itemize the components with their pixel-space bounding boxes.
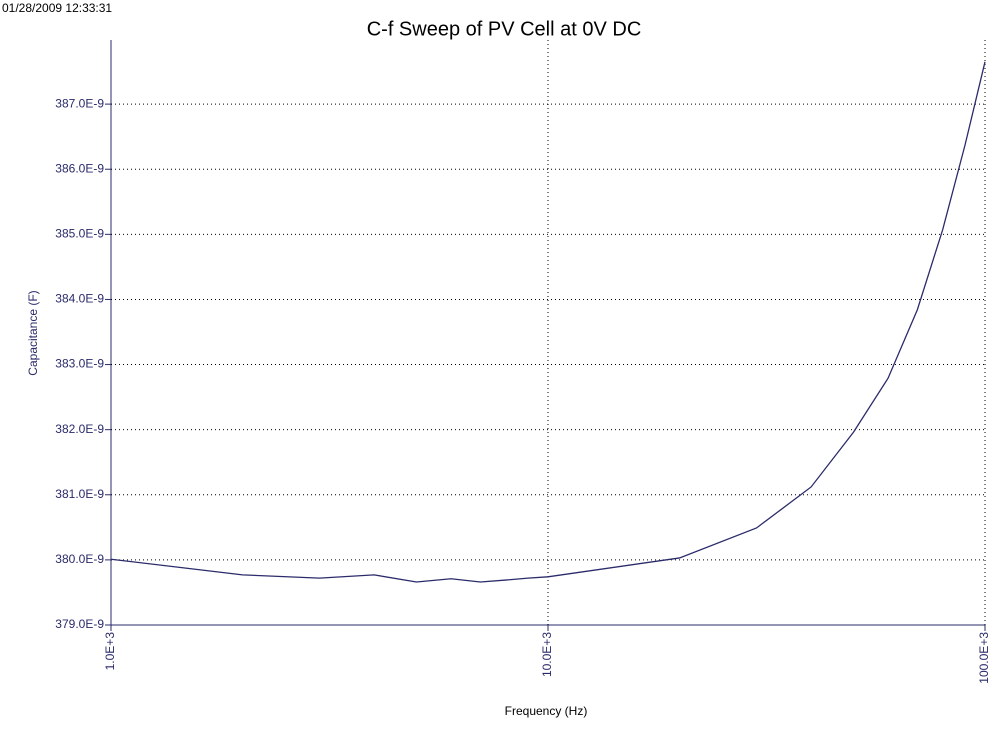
- y-tick-label: 384.0E-9: [55, 292, 104, 306]
- y-tick-label: 381.0E-9: [55, 487, 104, 501]
- y-tick-label: 380.0E-9: [55, 552, 104, 566]
- y-tick-label: 383.0E-9: [55, 357, 104, 371]
- y-tick-label: 386.0E-9: [55, 161, 104, 175]
- y-tick-label: 379.0E-9: [55, 617, 104, 631]
- x-tick-label: 10.0E+3: [540, 632, 554, 677]
- x-axis-label: Frequency (Hz): [505, 704, 588, 718]
- data-line: [110, 61, 986, 583]
- timestamp: 01/28/2009 12:33:31: [2, 1, 112, 15]
- y-tick-label: 385.0E-9: [55, 227, 104, 241]
- y-axis-label: Capacitance (F): [26, 290, 40, 375]
- x-tick-label: 1.0E+3: [103, 632, 117, 671]
- y-tick-label: 382.0E-9: [55, 422, 104, 436]
- x-tick-label: 100.0E+3: [977, 632, 991, 684]
- chart-title: C-f Sweep of PV Cell at 0V DC: [367, 18, 642, 40]
- y-tick-label: 387.0E-9: [55, 96, 104, 110]
